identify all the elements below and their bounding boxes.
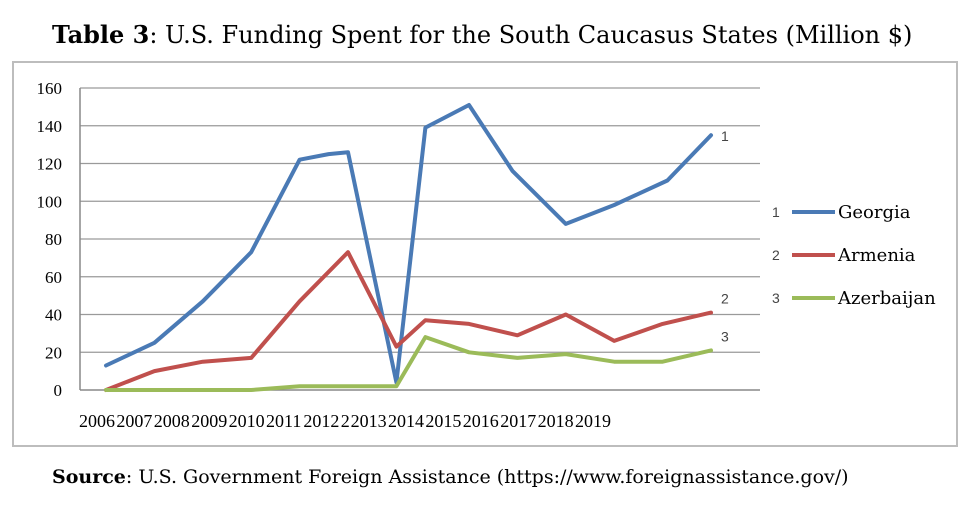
x-tick-label: 2016	[463, 411, 499, 431]
x-tick-label: 2009	[191, 411, 227, 431]
x-tick-label: 2013	[351, 411, 387, 431]
chart-frame	[12, 61, 958, 447]
y-tick-label: 60	[45, 268, 62, 287]
x-tick-label: 2008	[154, 411, 190, 431]
title-bold: Table 3	[52, 20, 150, 49]
series-number-label: 3	[721, 328, 729, 344]
source-rest: : U.S. Government Foreign Assistance (ht…	[125, 466, 849, 488]
source-note: Source: U.S. Government Foreign Assistan…	[52, 466, 849, 488]
legend: 1 Georgia 2 Armenia 3 Azerbaijan	[772, 202, 936, 309]
series-line-azerbaijan	[104, 335, 713, 392]
y-tick-label: 80	[45, 230, 62, 249]
x-axis: 2006 2007 2008 2009 2010 2011 2012 2 2013 2014 201…	[79, 411, 611, 431]
y-tick-label: 20	[45, 343, 62, 362]
chart-title: Table 3: U.S. Funding Spent for the Sout…	[52, 20, 912, 49]
title-rest: : U.S. Funding Spent for the South Cauca…	[149, 21, 913, 49]
y-tick-label: 120	[37, 155, 63, 174]
series-end-labels: 1 2 3	[721, 128, 729, 344]
legend-number: 2	[772, 247, 780, 263]
y-tick-label: 40	[45, 306, 62, 325]
x-tick-label: 2017	[500, 411, 536, 431]
y-tick-label: 160	[37, 79, 63, 98]
x-tick-label: 2007	[116, 411, 152, 431]
legend-label: Azerbaijan	[837, 288, 936, 309]
x-tick-label: 2	[341, 411, 350, 431]
x-tick-label: 2019	[575, 411, 611, 431]
legend-number: 1	[772, 204, 780, 220]
x-tick-label: 2012	[303, 411, 339, 431]
legend-number: 3	[772, 290, 780, 306]
series-line-armenia	[104, 250, 713, 392]
y-tick-label: 140	[37, 117, 63, 136]
x-tick-label: 2006	[79, 411, 115, 431]
source-bold: Source	[52, 466, 126, 488]
x-tick-label: 2010	[229, 411, 265, 431]
series-number-label: 2	[721, 291, 729, 307]
y-axis: 0 20 40 60 80 100 120 140 160	[37, 79, 81, 400]
x-tick-label: 2011	[266, 411, 301, 431]
x-tick-label: 2014	[388, 411, 424, 431]
y-tick-label: 0	[54, 381, 63, 400]
legend-label: Georgia	[838, 202, 911, 223]
x-tick-label: 2015	[425, 411, 461, 431]
series-number-label: 1	[721, 128, 729, 144]
y-tick-label: 100	[37, 192, 63, 211]
series-lines	[104, 103, 713, 392]
legend-label: Armenia	[837, 245, 916, 266]
x-tick-label: 2018	[538, 411, 574, 431]
